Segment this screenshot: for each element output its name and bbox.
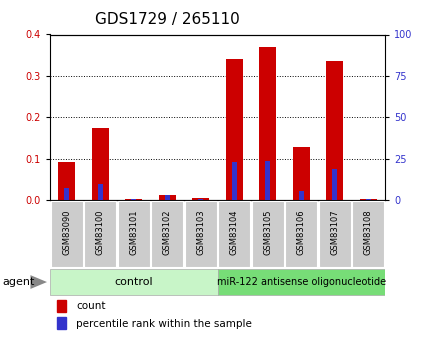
Text: GSM83105: GSM83105 bbox=[263, 210, 272, 255]
Text: miR-122 antisense oligonucleotide: miR-122 antisense oligonucleotide bbox=[216, 277, 385, 287]
Bar bbox=[225, 59, 242, 200]
Bar bbox=[365, 199, 370, 200]
Text: GSM83104: GSM83104 bbox=[229, 210, 238, 255]
Bar bbox=[198, 199, 203, 200]
FancyBboxPatch shape bbox=[352, 201, 383, 267]
Text: GSM83108: GSM83108 bbox=[363, 209, 372, 255]
FancyBboxPatch shape bbox=[218, 201, 250, 267]
FancyBboxPatch shape bbox=[118, 201, 149, 267]
FancyBboxPatch shape bbox=[84, 201, 116, 267]
Bar bbox=[164, 195, 169, 200]
FancyBboxPatch shape bbox=[318, 201, 350, 267]
Bar bbox=[298, 191, 303, 200]
Text: GSM83100: GSM83100 bbox=[95, 210, 105, 255]
Bar bbox=[58, 161, 75, 200]
Bar bbox=[158, 195, 175, 200]
Text: count: count bbox=[76, 302, 105, 311]
Bar bbox=[131, 199, 136, 200]
Bar bbox=[359, 199, 376, 200]
Text: GDS1729 / 265110: GDS1729 / 265110 bbox=[95, 12, 239, 27]
Bar bbox=[231, 162, 236, 200]
Text: GSM83106: GSM83106 bbox=[296, 209, 305, 255]
Bar bbox=[259, 47, 276, 200]
Text: control: control bbox=[114, 277, 153, 287]
Text: GSM83102: GSM83102 bbox=[162, 210, 171, 255]
Bar bbox=[292, 147, 309, 200]
Bar bbox=[64, 188, 69, 200]
Polygon shape bbox=[30, 275, 47, 289]
Bar bbox=[192, 198, 209, 200]
Bar bbox=[98, 184, 102, 200]
Bar bbox=[92, 128, 108, 200]
Text: GSM83090: GSM83090 bbox=[62, 210, 71, 255]
Text: GSM83107: GSM83107 bbox=[329, 209, 339, 255]
Bar bbox=[56, 317, 66, 329]
Text: agent: agent bbox=[2, 277, 34, 287]
Text: GSM83103: GSM83103 bbox=[196, 209, 205, 255]
Text: percentile rank within the sample: percentile rank within the sample bbox=[76, 319, 251, 328]
Bar bbox=[332, 169, 336, 200]
FancyBboxPatch shape bbox=[217, 269, 384, 295]
FancyBboxPatch shape bbox=[184, 201, 216, 267]
FancyBboxPatch shape bbox=[50, 269, 217, 295]
Bar bbox=[265, 161, 270, 200]
FancyBboxPatch shape bbox=[151, 201, 183, 267]
Bar bbox=[125, 199, 142, 200]
FancyBboxPatch shape bbox=[285, 201, 316, 267]
FancyBboxPatch shape bbox=[51, 201, 82, 267]
Text: GSM83101: GSM83101 bbox=[129, 210, 138, 255]
Bar bbox=[326, 61, 342, 200]
Bar bbox=[56, 300, 66, 312]
FancyBboxPatch shape bbox=[251, 201, 283, 267]
